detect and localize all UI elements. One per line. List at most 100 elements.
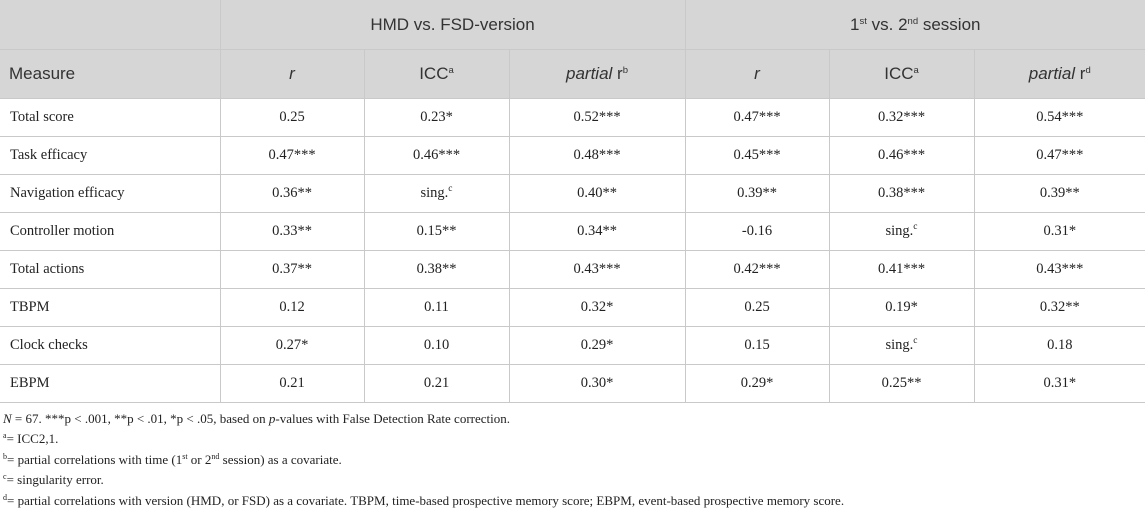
cell-value: 0.33** (219, 212, 365, 251)
group-header-row: HMD vs. FSD-version 1st vs. 2nd session (0, 0, 1145, 50)
cell-value: 0.32*** (828, 98, 975, 137)
cell-text: 0.32*** (877, 109, 926, 125)
cell-value: 0.54*** (973, 98, 1145, 137)
note-text: p (268, 411, 276, 426)
column-header-icc: ICCa (828, 49, 975, 99)
footnote-marker: c (913, 336, 918, 346)
cell-text: 0.39** (737, 185, 777, 201)
cell-measure: Navigation efficacy (0, 174, 221, 213)
cell-value: 0.47*** (973, 136, 1145, 175)
partial-r-label: r (612, 64, 623, 83)
cell-value: 0.38** (363, 250, 510, 289)
footnote-marker: c (3, 472, 7, 482)
column-header-measure: Measure (0, 49, 221, 99)
cell-value: 0.36** (219, 174, 365, 213)
cell-value: 0.32** (973, 288, 1145, 327)
cell-value: 0.10 (363, 326, 510, 365)
cell-value: 0.43*** (508, 250, 686, 289)
cell-text: 0.47*** (733, 109, 781, 125)
cell-measure: Total actions (0, 250, 221, 289)
footnote-marker: d (3, 492, 7, 502)
cell-text: 0.48*** (573, 147, 621, 163)
cell-text: 0.46*** (877, 147, 926, 163)
cell-text: 0.15 (744, 337, 770, 353)
table-row: EBPM 0.21 0.21 0.30* 0.29* 0.25** 0.31* (0, 364, 1145, 403)
cell-text: 0.40** (577, 185, 617, 201)
cell-value: -0.16 (684, 212, 830, 251)
cell-value: 0.48*** (508, 136, 686, 175)
note-text: = 67. ***p < .001, **p < .01, *p < .05, … (11, 411, 269, 426)
footnote-marker: a (913, 65, 919, 76)
column-header-row: Measure r ICCa partial rb r ICCa partial… (0, 49, 1145, 99)
cell-measure: Clock checks (0, 326, 221, 365)
cell-measure: Task efficacy (0, 136, 221, 175)
cell-text: 0.18 (1047, 337, 1073, 353)
group-header-hmd-vs-fsd: HMD vs. FSD-version (219, 0, 686, 50)
cell-text: 0.38** (416, 261, 457, 277)
table-row: Total actions 0.37** 0.38** 0.43*** 0.42*** 0… (0, 250, 1145, 289)
cell-value: 0.45*** (684, 136, 830, 175)
table-row: Navigation efficacy 0.36** sing.c 0.40** 0.3… (0, 174, 1145, 213)
cell-value: 0.47*** (219, 136, 365, 175)
cell-text: -0.16 (741, 223, 773, 239)
cell-text: 0.25 (744, 299, 770, 315)
cell-value: 0.15** (363, 212, 510, 251)
cell-text: 0.36** (272, 185, 312, 201)
cell-measure: EBPM (0, 364, 221, 403)
note-text: -values with False Detection Rate correc… (275, 411, 511, 426)
note-text: N (3, 411, 12, 426)
cell-text: 0.27* (275, 337, 309, 353)
cell-text: 0.23* (420, 109, 453, 125)
note-text: = ICC2,1. (6, 431, 59, 447)
note-text: = partial correlations with version (HMD… (7, 492, 845, 508)
table-body: Total score 0.25 0.23* 0.52*** 0.47*** 0.32**… (0, 98, 1145, 403)
group-header-session-part: vs. 2 (866, 14, 908, 34)
table-row: Clock checks 0.27* 0.10 0.29* 0.15 sing.c 0.18 (0, 326, 1145, 365)
cell-text: 0.12 (279, 299, 305, 315)
cell-value: 0.39** (973, 174, 1145, 213)
cell-value: 0.52*** (508, 98, 686, 137)
icc-label: ICC (419, 64, 449, 83)
icc-label: ICC (884, 64, 914, 83)
cell-value: 0.42*** (684, 250, 830, 289)
cell-text: sing. (885, 223, 914, 239)
cell-value: 0.31* (973, 212, 1145, 251)
cell-value: 0.11 (363, 288, 510, 327)
cell-text: 0.30* (580, 375, 614, 391)
cell-value: 0.43*** (973, 250, 1145, 289)
footnote-marker: a (3, 431, 7, 441)
cell-value: 0.32* (508, 288, 686, 327)
cell-value: 0.18 (973, 326, 1145, 365)
table-row: Controller motion 0.33** 0.15** 0.34** -0.16… (0, 212, 1145, 251)
cell-text: 0.37** (272, 261, 312, 277)
cell-text: 0.47*** (268, 147, 316, 163)
group-header-session-part: 1 (850, 14, 860, 34)
cell-value: 0.47*** (684, 98, 830, 137)
note-b: b= partial correlations with time (1st o… (3, 450, 1145, 470)
cell-text: 0.43*** (573, 261, 621, 277)
cell-value: 0.15 (684, 326, 830, 365)
cell-value: sing.c (828, 326, 975, 365)
partial-r-label: r (1075, 64, 1086, 83)
cell-value: 0.19* (828, 288, 975, 327)
cell-text: 0.10 (423, 337, 450, 353)
table-row: Total score 0.25 0.23* 0.52*** 0.47*** 0.32**… (0, 98, 1145, 137)
column-header-r: r (684, 49, 830, 99)
note-c: c= singularity error. (3, 470, 1145, 490)
note-significance: N = 67. ***p < .001, **p < .01, *p < .05… (3, 409, 1145, 429)
cell-value: 0.12 (219, 288, 365, 327)
cell-text: 0.54*** (1036, 109, 1084, 125)
cell-text: 0.43*** (1036, 261, 1084, 277)
note-sup: nd (211, 451, 220, 461)
cell-text: 0.41*** (877, 261, 926, 277)
cell-value: 0.39** (684, 174, 830, 213)
table-row: Task efficacy 0.47*** 0.46*** 0.48*** 0.45**… (0, 136, 1145, 175)
group-header-session: 1st vs. 2nd session (684, 0, 1145, 50)
results-table: HMD vs. FSD-version 1st vs. 2nd session … (0, 0, 1145, 403)
footnote-marker: b (3, 451, 7, 461)
group-header-session-part: session (918, 14, 981, 34)
partial-label: partial (566, 64, 613, 83)
cell-text: 0.21 (423, 375, 450, 391)
cell-text: 0.39** (1039, 185, 1080, 201)
cell-text: 0.29* (740, 375, 774, 391)
